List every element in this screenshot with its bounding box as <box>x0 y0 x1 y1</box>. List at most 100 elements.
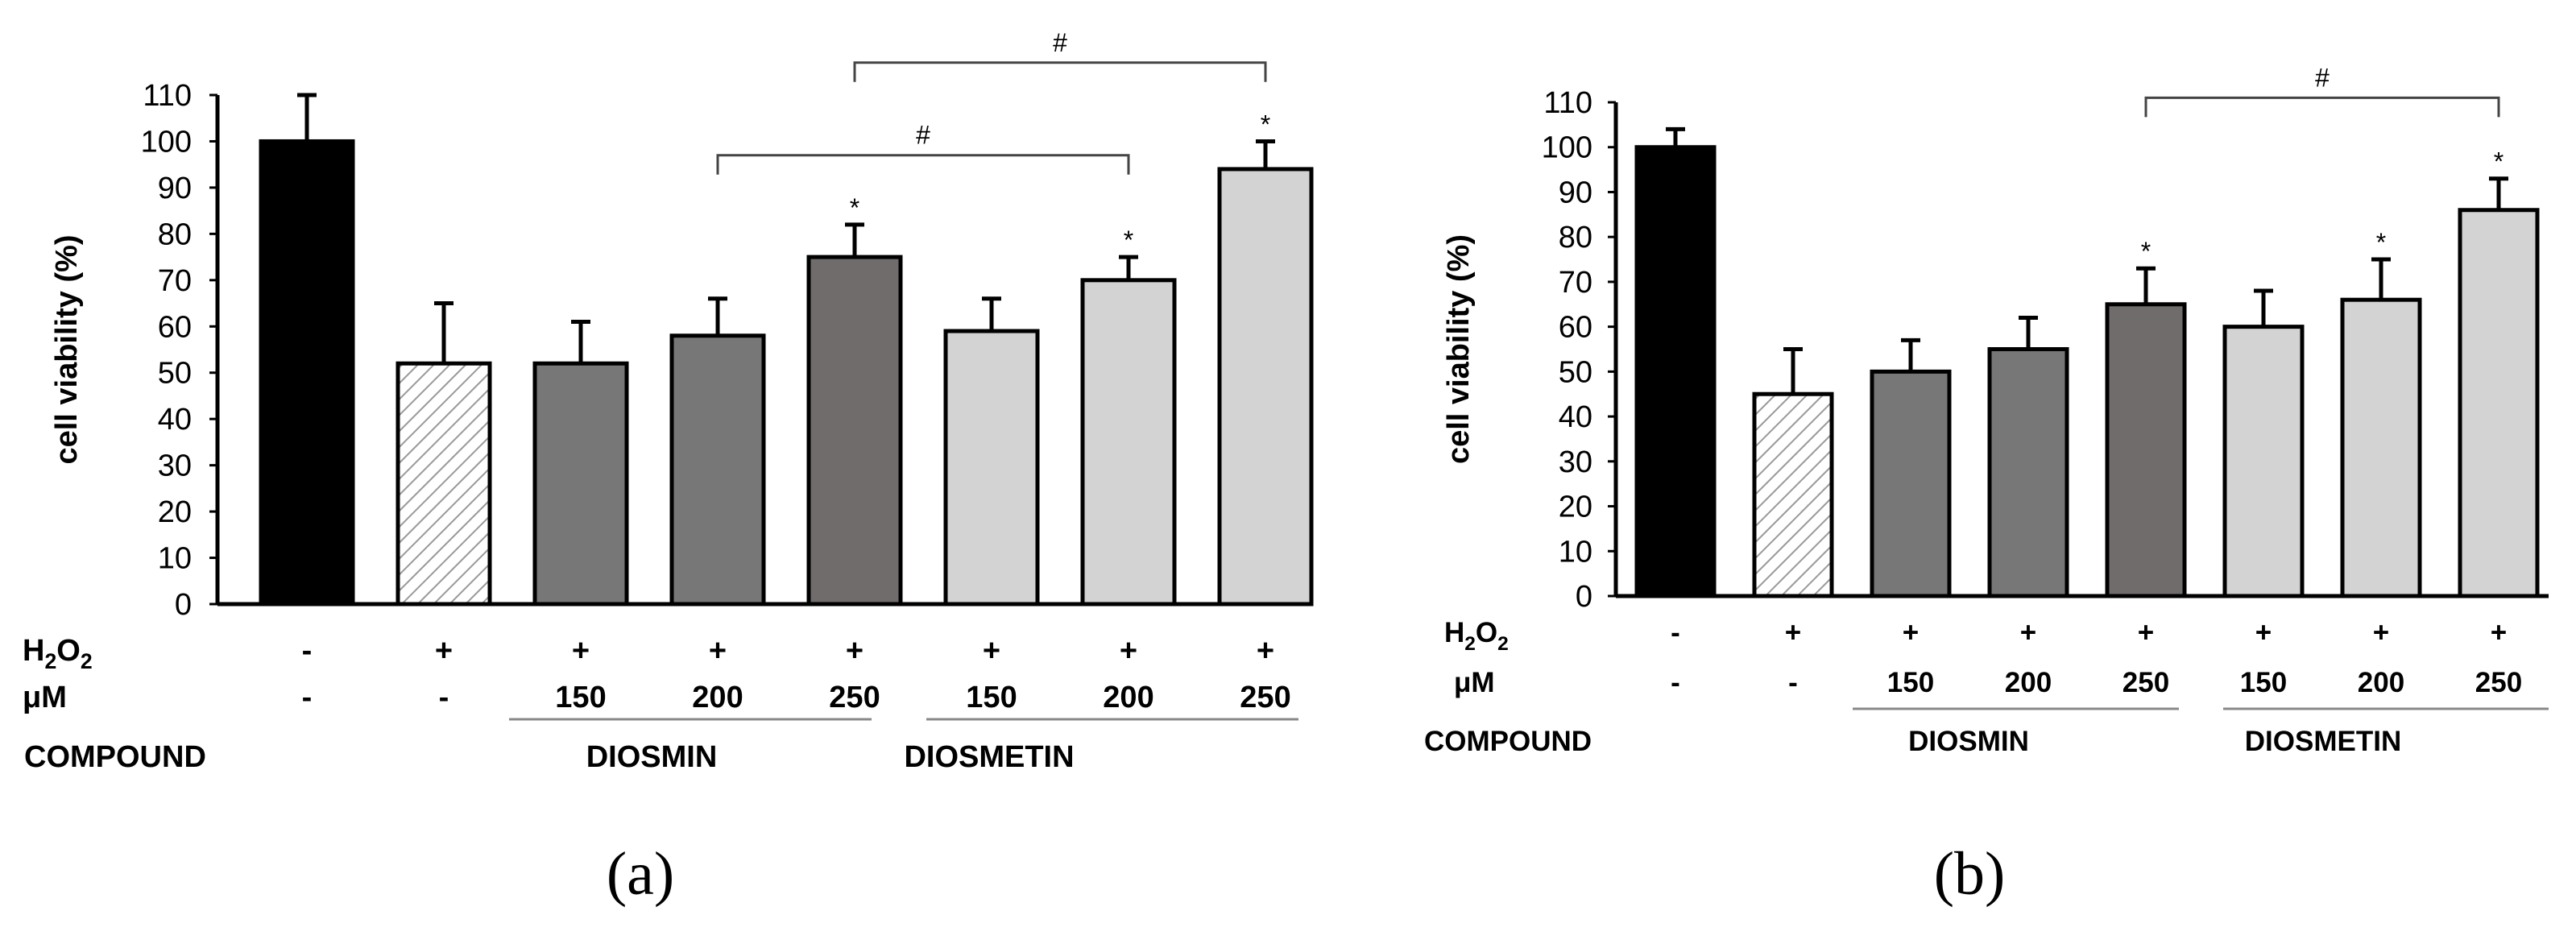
h2o2-value: + <box>709 634 727 668</box>
y-tick-label: 30 <box>1559 445 1592 479</box>
y-tick-label: 20 <box>1559 491 1592 524</box>
um-value: 250 <box>2475 667 2522 698</box>
bar <box>2222 325 2305 598</box>
y-tick-label: 40 <box>1559 400 1592 434</box>
y-tick-label: 20 <box>158 495 192 529</box>
panel-a: 0 10 20 30 40 50 60 70 80 90 100 110 cell viability … <box>23 28 1314 908</box>
significance-bracket <box>2144 96 2500 118</box>
compound-row-label: COMPOUND <box>1424 726 1592 757</box>
h2o2-value: + <box>2255 617 2272 648</box>
bar <box>669 333 766 607</box>
y-tick-label: 50 <box>158 357 192 391</box>
bar <box>396 361 492 607</box>
h2o2-value: + <box>846 634 863 668</box>
h2o2-row-label: H2O2 <box>23 634 93 673</box>
y-tick-label: 110 <box>143 79 192 113</box>
um-value: 250 <box>829 681 880 714</box>
panel-b: 0 10 20 30 40 50 60 70 80 90 100 110 cell viability … <box>1424 63 2549 908</box>
um-value: 200 <box>1103 681 1153 714</box>
y-tick-label: 0 <box>175 588 192 622</box>
bar <box>943 329 1040 607</box>
y-tick-label: 10 <box>1559 535 1592 569</box>
h2o2-value: + <box>2020 617 2036 648</box>
h2o2-value: - <box>1671 617 1680 648</box>
bar <box>1870 369 1952 598</box>
h2o2-value: + <box>2491 617 2507 648</box>
h2o2-value: + <box>983 634 1000 668</box>
bar <box>806 255 903 607</box>
bar <box>1987 347 2069 598</box>
um-value: 250 <box>1240 681 1290 714</box>
y-tick-label: 40 <box>158 403 192 437</box>
um-row-label: μM <box>23 681 67 714</box>
bar <box>1752 391 1834 598</box>
panel-label: (b) <box>1934 840 2006 908</box>
h2o2-value: + <box>1903 617 1919 648</box>
significance-star: * <box>2376 228 2386 257</box>
um-value: 150 <box>555 681 606 714</box>
y-tick-label: 60 <box>158 310 192 344</box>
um-value: 150 <box>2240 667 2287 698</box>
bar <box>1217 167 1314 607</box>
bar <box>1634 145 1717 598</box>
y-tick-label: 100 <box>1542 131 1592 165</box>
panel-label: (a) <box>607 840 674 908</box>
y-tick-label: 0 <box>1576 580 1592 614</box>
significance-star: * <box>1124 226 1133 255</box>
h2o2-value: + <box>1785 617 1801 648</box>
h2o2-value: + <box>2373 617 2389 648</box>
bar <box>1080 278 1177 607</box>
y-tick-label: 70 <box>1559 266 1592 300</box>
um-value: - <box>1788 667 1798 698</box>
h2o2-row-label: H2O2 <box>1444 617 1509 655</box>
um-value: 200 <box>692 681 743 714</box>
y-tick-label: 80 <box>158 217 192 251</box>
significance-bracket <box>716 154 1130 175</box>
h2o2-value: + <box>572 634 590 668</box>
um-value: 250 <box>2123 667 2169 698</box>
um-value: - <box>302 681 313 714</box>
bar <box>2458 208 2540 598</box>
y-tick-label: 70 <box>158 264 192 298</box>
significance-star: * <box>2141 237 2151 266</box>
um-value: 150 <box>1887 667 1934 698</box>
bracket-label: # <box>1053 28 1067 57</box>
compound-label: DIOSMIN <box>1908 726 2029 757</box>
y-tick-label: 110 <box>1543 86 1592 120</box>
y-tick-label: 10 <box>158 542 192 576</box>
y-tick-label: 60 <box>1559 311 1592 345</box>
significance-star: * <box>2494 147 2504 176</box>
um-row-label: μM <box>1454 667 1495 698</box>
um-value: 150 <box>966 681 1017 714</box>
bracket-label: # <box>916 121 930 150</box>
h2o2-value: + <box>1120 634 1137 668</box>
um-value: - <box>1671 667 1680 698</box>
y-tick-label: 80 <box>1559 221 1592 255</box>
bracket-label: # <box>2315 63 2330 92</box>
y-tick-label: 90 <box>158 172 192 205</box>
h2o2-value: + <box>435 634 453 668</box>
h2o2-value: + <box>2138 617 2154 648</box>
um-value: 200 <box>2005 667 2052 698</box>
significance-bracket <box>853 61 1267 82</box>
h2o2-value: - <box>302 634 313 668</box>
significance-star: * <box>1261 110 1270 139</box>
bar <box>532 361 629 607</box>
um-value: 200 <box>2358 667 2404 698</box>
compound-label: DIOSMIN <box>586 740 718 774</box>
significance-star: * <box>850 193 859 222</box>
y-tick-label: 30 <box>158 449 192 483</box>
y-axis-label: cell viability (%) <box>50 234 84 464</box>
um-value: - <box>439 681 449 714</box>
y-tick-label: 50 <box>1559 355 1592 389</box>
bar <box>2340 297 2422 598</box>
y-axis-label: cell viability (%) <box>1442 234 1476 464</box>
bar <box>259 139 355 607</box>
h2o2-value: + <box>1257 634 1274 668</box>
compound-label: DIOSMETIN <box>904 740 1074 774</box>
compound-label: DIOSMETIN <box>2245 726 2401 757</box>
compound-row-label: COMPOUND <box>24 740 206 774</box>
bar <box>2105 302 2187 598</box>
y-tick-label: 100 <box>141 125 192 159</box>
